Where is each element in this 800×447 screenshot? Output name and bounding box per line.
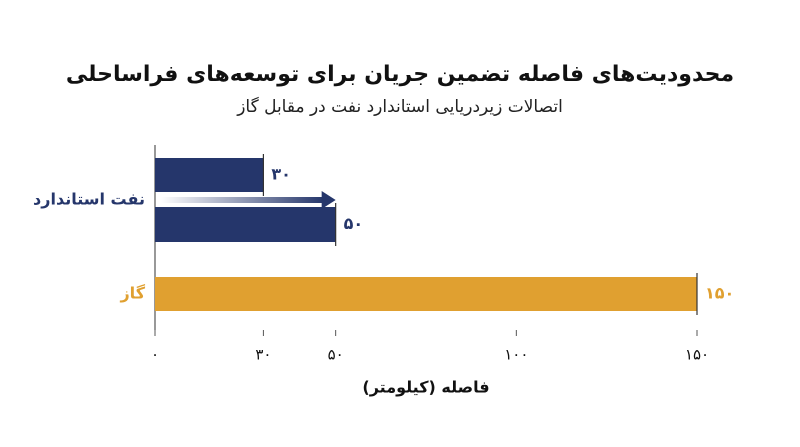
x-axis-label: فاصله (کیلومتر)	[362, 378, 489, 397]
arrow-head	[321, 191, 336, 209]
x-tick-label: ۰	[151, 346, 159, 364]
x-tick-label: ۱۵۰	[685, 346, 709, 364]
category-label: نفت استاندارد	[33, 190, 145, 209]
value-label: ۳۰	[271, 165, 291, 184]
bar	[155, 207, 336, 242]
value-label: ۱۵۰	[705, 284, 734, 303]
value-label: ۵۰	[344, 214, 364, 233]
chart-subtitle: اتصالات زیردریایی استاندارد نفت در مقابل…	[236, 96, 563, 117]
x-tick-label: ۵۰	[328, 346, 344, 364]
bar	[155, 277, 697, 311]
x-tick-label: ۳۰	[255, 346, 271, 364]
arrow-shaft	[161, 197, 324, 203]
chart-title: محدودیت‌های فاصله تضمین جریان برای توسعه…	[66, 62, 734, 87]
x-tick-label: ۱۰۰	[504, 346, 528, 364]
category-label: گاز	[119, 284, 145, 303]
bar	[155, 158, 264, 192]
